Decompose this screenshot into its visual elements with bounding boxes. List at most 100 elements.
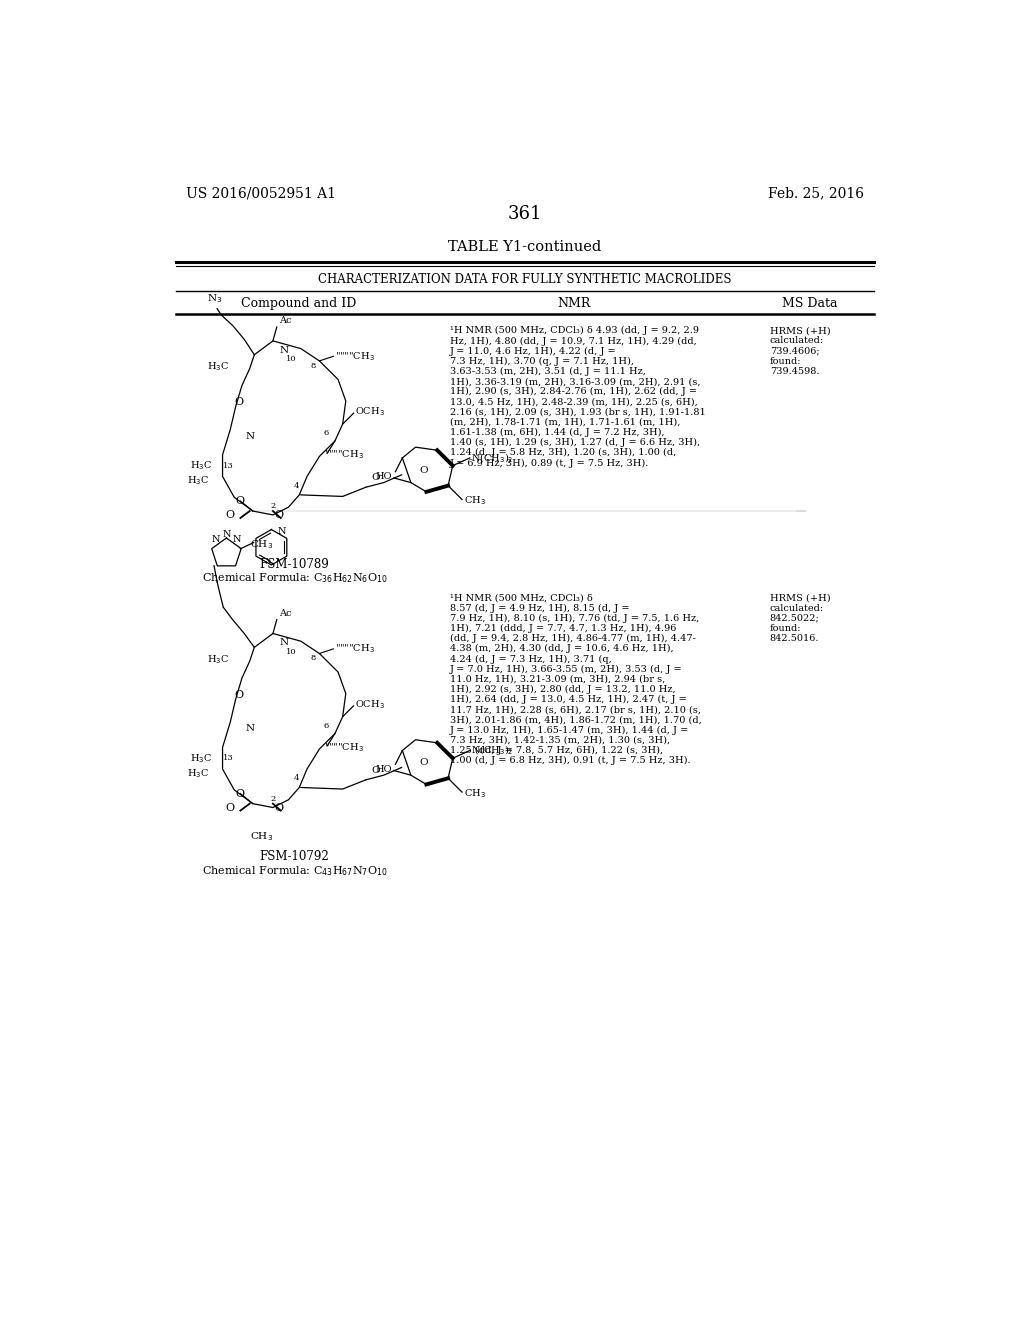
Text: 13: 13 [223, 754, 234, 762]
Text: 842.5022;: 842.5022; [770, 614, 819, 623]
Text: """"CH$_3$: """"CH$_3$ [324, 449, 364, 461]
Text: 4: 4 [294, 775, 299, 783]
Text: N: N [211, 535, 220, 544]
Text: H$_3$C: H$_3$C [190, 459, 212, 473]
Text: found:: found: [770, 624, 801, 634]
Text: CH$_3$: CH$_3$ [464, 495, 485, 507]
Text: CH$_3$: CH$_3$ [464, 787, 485, 800]
Text: MS Data: MS Data [782, 297, 838, 310]
Text: NMR: NMR [557, 297, 590, 310]
Text: 1H), 7.21 (ddd, J = 7.7, 4.7, 1.3 Hz, 1H), 4.96: 1H), 7.21 (ddd, J = 7.7, 4.7, 1.3 Hz, 1H… [450, 624, 676, 634]
Text: OCH$_3$: OCH$_3$ [355, 405, 385, 418]
Text: 8.57 (d, J = 4.9 Hz, 1H), 8.15 (d, J =: 8.57 (d, J = 4.9 Hz, 1H), 8.15 (d, J = [450, 603, 629, 612]
Text: 8: 8 [310, 655, 316, 663]
Text: O: O [234, 690, 244, 700]
Text: 2: 2 [270, 795, 275, 803]
Text: 8: 8 [310, 362, 316, 370]
Text: N: N [233, 535, 242, 544]
Text: 11.0 Hz, 1H), 3.21-3.09 (m, 3H), 2.94 (br s,: 11.0 Hz, 1H), 3.21-3.09 (m, 3H), 2.94 (b… [450, 675, 665, 684]
Text: calculated:: calculated: [770, 603, 824, 612]
Text: 739.4606;: 739.4606; [770, 347, 819, 355]
Text: US 2016/0052951 A1: US 2016/0052951 A1 [186, 186, 336, 201]
Text: O: O [225, 803, 234, 813]
Text: HO: HO [376, 764, 392, 774]
Text: found:: found: [770, 356, 801, 366]
Text: O: O [419, 466, 428, 475]
Text: O: O [419, 759, 428, 767]
Text: 1.00 (d, J = 6.8 Hz, 3H), 0.91 (t, J = 7.5 Hz, 3H).: 1.00 (d, J = 6.8 Hz, 3H), 0.91 (t, J = 7… [450, 756, 690, 766]
Text: """"CH$_3$: """"CH$_3$ [335, 350, 375, 363]
Text: HRMS (+H): HRMS (+H) [770, 594, 830, 602]
Text: HO: HO [376, 473, 392, 480]
Text: Chemical Formula: C$_{36}$H$_{62}$N$_6$O$_{10}$: Chemical Formula: C$_{36}$H$_{62}$N$_6$O… [202, 572, 387, 585]
Text: """"CH$_3$: """"CH$_3$ [324, 741, 364, 754]
Text: 1H), 3.36-3.19 (m, 2H), 3.16-3.09 (m, 2H), 2.91 (s,: 1H), 3.36-3.19 (m, 2H), 3.16-3.09 (m, 2H… [450, 378, 700, 385]
Text: ¹H NMR (500 MHz, CDCl₃) δ: ¹H NMR (500 MHz, CDCl₃) δ [450, 594, 592, 602]
Text: 6: 6 [323, 429, 329, 437]
Text: 2.16 (s, 1H), 2.09 (s, 3H), 1.93 (br s, 1H), 1.91-1.81: 2.16 (s, 1H), 2.09 (s, 3H), 1.93 (br s, … [450, 408, 706, 417]
Text: 3.63-3.53 (m, 2H), 3.51 (d, J = 11.1 Hz,: 3.63-3.53 (m, 2H), 3.51 (d, J = 11.1 Hz, [450, 367, 645, 376]
Text: H$_3$C: H$_3$C [187, 475, 209, 487]
Text: ¹H NMR (500 MHz, CDCl₃) δ 4.93 (dd, J = 9.2, 2.9: ¹H NMR (500 MHz, CDCl₃) δ 4.93 (dd, J = … [450, 326, 698, 335]
Text: N(CH$_3$)$_2$: N(CH$_3$)$_2$ [471, 451, 514, 465]
Text: O: O [274, 803, 284, 813]
Text: 13: 13 [223, 462, 234, 470]
Text: O: O [236, 788, 245, 799]
Text: J = 7.0 Hz, 1H), 3.66-3.55 (m, 2H), 3.53 (d, J =: J = 7.0 Hz, 1H), 3.66-3.55 (m, 2H), 3.53… [450, 664, 682, 673]
Text: O: O [372, 766, 380, 775]
Text: J = 6.9 Hz, 3H), 0.89 (t, J = 7.5 Hz, 3H).: J = 6.9 Hz, 3H), 0.89 (t, J = 7.5 Hz, 3H… [450, 458, 649, 467]
Text: HRMS (+H): HRMS (+H) [770, 326, 830, 335]
Text: N: N [222, 531, 230, 540]
Text: 1.25 (dd, J = 7.8, 5.7 Hz, 6H), 1.22 (s, 3H),: 1.25 (dd, J = 7.8, 5.7 Hz, 6H), 1.22 (s,… [450, 746, 663, 755]
Text: 361: 361 [508, 205, 542, 223]
Text: Hz, 1H), 4.80 (dd, J = 10.9, 7.1 Hz, 1H), 4.29 (dd,: Hz, 1H), 4.80 (dd, J = 10.9, 7.1 Hz, 1H)… [450, 337, 696, 346]
Text: 4: 4 [294, 482, 299, 490]
Text: 1.40 (s, 1H), 1.29 (s, 3H), 1.27 (d, J = 6.6 Hz, 3H),: 1.40 (s, 1H), 1.29 (s, 3H), 1.27 (d, J =… [450, 438, 699, 447]
Text: Compound and ID: Compound and ID [241, 297, 356, 310]
Text: N: N [278, 528, 287, 536]
Text: 4.24 (d, J = 7.3 Hz, 1H), 3.71 (q,: 4.24 (d, J = 7.3 Hz, 1H), 3.71 (q, [450, 655, 611, 664]
Text: CHARACTERIZATION DATA FOR FULLY SYNTHETIC MACROLIDES: CHARACTERIZATION DATA FOR FULLY SYNTHETI… [318, 273, 731, 286]
Text: O: O [372, 474, 380, 482]
Text: CH$_3$: CH$_3$ [251, 537, 273, 550]
Text: Chemical Formula: C$_{43}$H$_{67}$N$_7$O$_{10}$: Chemical Formula: C$_{43}$H$_{67}$N$_7$O… [202, 863, 387, 878]
Text: Feb. 25, 2016: Feb. 25, 2016 [768, 186, 864, 201]
Text: H$_3$C: H$_3$C [208, 360, 229, 374]
Text: OCH$_3$: OCH$_3$ [355, 698, 385, 710]
Text: (dd, J = 9.4, 2.8 Hz, 1H), 4.86-4.77 (m, 1H), 4.47-: (dd, J = 9.4, 2.8 Hz, 1H), 4.86-4.77 (m,… [450, 634, 695, 643]
Text: N$_3$: N$_3$ [207, 292, 222, 305]
Text: 6: 6 [323, 722, 329, 730]
Text: CH$_3$: CH$_3$ [251, 830, 273, 843]
Text: TABLE Y1-continued: TABLE Y1-continued [449, 240, 601, 253]
Text: O: O [234, 397, 244, 408]
Text: 1.61-1.38 (m, 6H), 1.44 (d, J = 7.2 Hz, 3H),: 1.61-1.38 (m, 6H), 1.44 (d, J = 7.2 Hz, … [450, 428, 665, 437]
Text: 842.5016.: 842.5016. [770, 634, 819, 643]
Text: N(CH$_3$)$_2$: N(CH$_3$)$_2$ [471, 743, 514, 758]
Text: 7.3 Hz, 3H), 1.42-1.35 (m, 2H), 1.30 (s, 3H),: 7.3 Hz, 3H), 1.42-1.35 (m, 2H), 1.30 (s,… [450, 735, 670, 744]
Text: 13.0, 4.5 Hz, 1H), 2.48-2.39 (m, 1H), 2.25 (s, 6H),: 13.0, 4.5 Hz, 1H), 2.48-2.39 (m, 1H), 2.… [450, 397, 697, 407]
Text: N: N [245, 432, 254, 441]
Text: 1H), 2.90 (s, 3H), 2.84-2.76 (m, 1H), 2.62 (dd, J =: 1H), 2.90 (s, 3H), 2.84-2.76 (m, 1H), 2.… [450, 387, 696, 396]
Text: 3H), 2.01-1.86 (m, 4H), 1.86-1.72 (m, 1H), 1.70 (d,: 3H), 2.01-1.86 (m, 4H), 1.86-1.72 (m, 1H… [450, 715, 701, 725]
Text: 10: 10 [287, 648, 297, 656]
Text: 739.4598.: 739.4598. [770, 367, 819, 376]
Text: O: O [274, 510, 284, 520]
Text: 1H), 2.92 (s, 3H), 2.80 (dd, J = 13.2, 11.0 Hz,: 1H), 2.92 (s, 3H), 2.80 (dd, J = 13.2, 1… [450, 685, 675, 694]
Text: (m, 2H), 1.78-1.71 (m, 1H), 1.71-1.61 (m, 1H),: (m, 2H), 1.78-1.71 (m, 1H), 1.71-1.61 (m… [450, 417, 680, 426]
Text: 4.38 (m, 2H), 4.30 (dd, J = 10.6, 4.6 Hz, 1H),: 4.38 (m, 2H), 4.30 (dd, J = 10.6, 4.6 Hz… [450, 644, 673, 653]
Text: Ac: Ac [280, 317, 292, 326]
Text: calculated:: calculated: [770, 337, 824, 346]
Text: 1H), 2.64 (dd, J = 13.0, 4.5 Hz, 1H), 2.47 (t, J =: 1H), 2.64 (dd, J = 13.0, 4.5 Hz, 1H), 2.… [450, 696, 686, 704]
Text: H$_3$C: H$_3$C [208, 653, 229, 667]
Text: J = 11.0, 4.6 Hz, 1H), 4.22 (d, J =: J = 11.0, 4.6 Hz, 1H), 4.22 (d, J = [450, 347, 616, 355]
Text: O: O [225, 510, 234, 520]
Text: 7.9 Hz, 1H), 8.10 (s, 1H), 7.76 (td, J = 7.5, 1.6 Hz,: 7.9 Hz, 1H), 8.10 (s, 1H), 7.76 (td, J =… [450, 614, 698, 623]
Text: 10: 10 [287, 355, 297, 363]
Text: H$_3$C: H$_3$C [187, 767, 209, 780]
Text: O: O [236, 496, 245, 506]
Text: N: N [280, 639, 289, 647]
Text: Ac: Ac [280, 609, 292, 618]
Text: FSM-10789: FSM-10789 [260, 557, 330, 570]
Text: H$_3$C: H$_3$C [190, 752, 212, 764]
Text: """"CH$_3$: """"CH$_3$ [335, 643, 375, 655]
